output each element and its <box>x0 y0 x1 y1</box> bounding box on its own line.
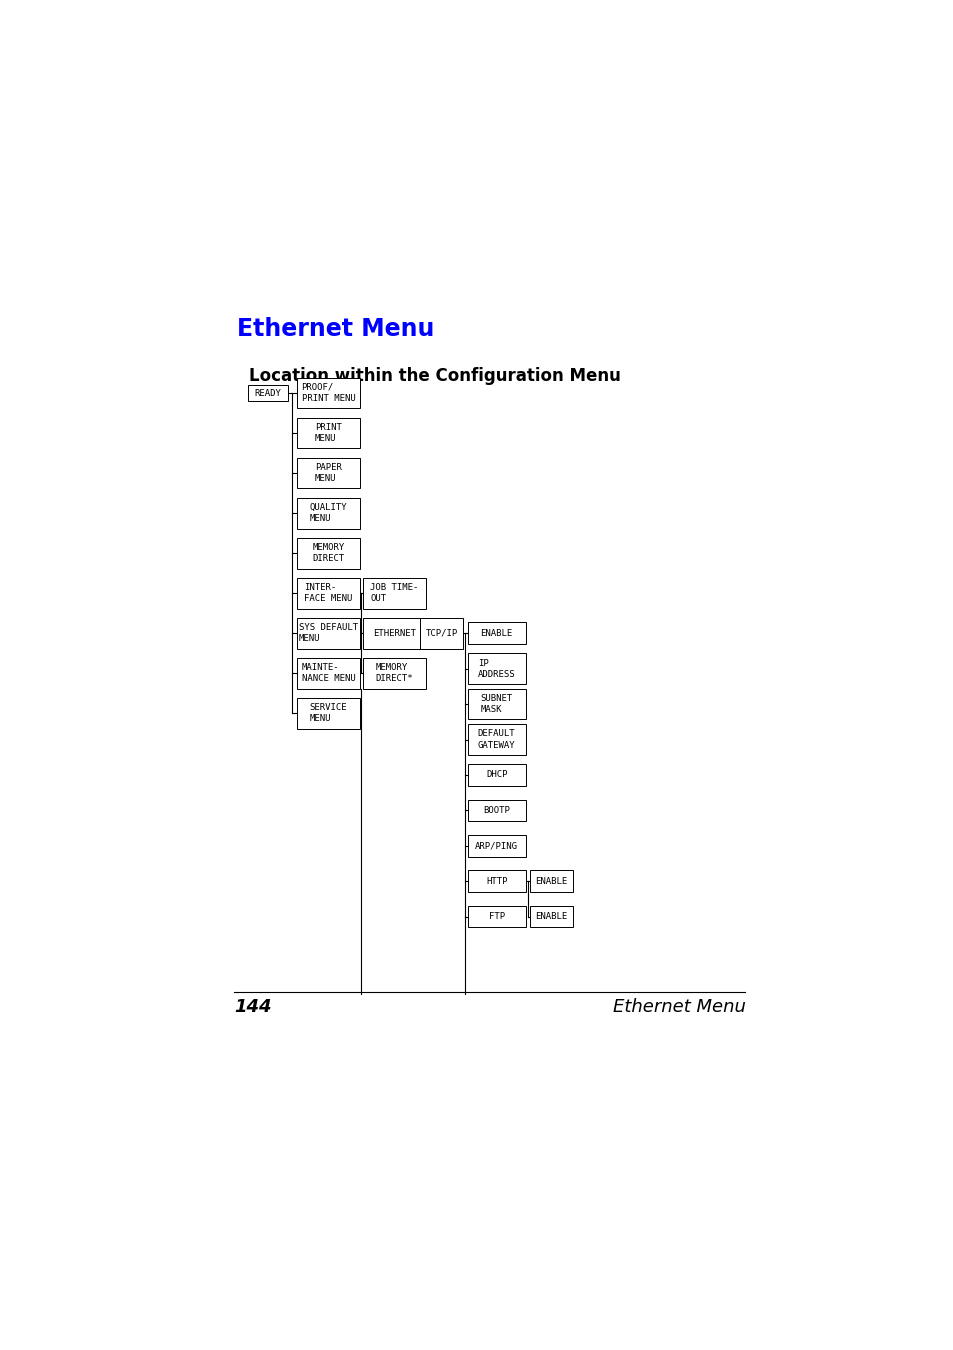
FancyBboxPatch shape <box>296 578 360 609</box>
FancyBboxPatch shape <box>467 622 525 644</box>
FancyBboxPatch shape <box>467 799 525 821</box>
FancyBboxPatch shape <box>362 657 426 688</box>
Text: 144: 144 <box>233 998 272 1017</box>
FancyBboxPatch shape <box>467 871 525 892</box>
FancyBboxPatch shape <box>467 688 525 720</box>
Text: BOOTP: BOOTP <box>483 806 510 815</box>
Text: ETHERNET: ETHERNET <box>373 629 416 637</box>
FancyBboxPatch shape <box>420 618 462 648</box>
Text: MEMORY
DIRECT: MEMORY DIRECT <box>312 543 344 563</box>
Text: SERVICE
MENU: SERVICE MENU <box>310 703 347 724</box>
Text: PRINT
MENU: PRINT MENU <box>314 423 341 443</box>
FancyBboxPatch shape <box>296 498 360 528</box>
FancyBboxPatch shape <box>467 836 525 856</box>
FancyBboxPatch shape <box>296 378 360 409</box>
Text: ENABLE: ENABLE <box>535 876 567 886</box>
Text: Location within the Configuration Menu: Location within the Configuration Menu <box>249 367 620 385</box>
Text: DEFAULT
GATEWAY: DEFAULT GATEWAY <box>477 729 515 749</box>
FancyBboxPatch shape <box>296 417 360 448</box>
Text: MEMORY
DIRECT*: MEMORY DIRECT* <box>375 663 413 683</box>
Text: MAINTE-
NANCE MENU: MAINTE- NANCE MENU <box>301 663 355 683</box>
FancyBboxPatch shape <box>467 724 525 755</box>
FancyBboxPatch shape <box>296 537 360 568</box>
Text: FTP: FTP <box>488 913 504 921</box>
FancyBboxPatch shape <box>296 618 360 648</box>
Text: TCP/IP: TCP/IP <box>425 629 457 637</box>
Text: IP
ADDRESS: IP ADDRESS <box>477 659 515 679</box>
Text: ARP/PING: ARP/PING <box>475 841 517 850</box>
FancyBboxPatch shape <box>530 871 573 892</box>
Text: Ethernet Menu: Ethernet Menu <box>612 998 744 1017</box>
Text: JOB TIME-
OUT: JOB TIME- OUT <box>370 583 418 603</box>
FancyBboxPatch shape <box>530 906 573 927</box>
Text: PROOF/
PRINT MENU: PROOF/ PRINT MENU <box>301 383 355 404</box>
Text: READY: READY <box>254 389 281 397</box>
Text: HTTP: HTTP <box>485 876 507 886</box>
FancyBboxPatch shape <box>248 385 288 401</box>
Text: Ethernet Menu: Ethernet Menu <box>236 317 434 340</box>
Text: QUALITY
MENU: QUALITY MENU <box>310 504 347 524</box>
FancyBboxPatch shape <box>296 698 360 729</box>
FancyBboxPatch shape <box>362 618 426 648</box>
Text: PAPER
MENU: PAPER MENU <box>314 463 341 483</box>
FancyBboxPatch shape <box>467 764 525 786</box>
Text: DHCP: DHCP <box>485 771 507 779</box>
Text: ENABLE: ENABLE <box>480 629 513 637</box>
FancyBboxPatch shape <box>296 657 360 688</box>
Text: ENABLE: ENABLE <box>535 913 567 921</box>
FancyBboxPatch shape <box>467 653 525 684</box>
Text: SYS DEFAULT
MENU: SYS DEFAULT MENU <box>298 624 357 644</box>
FancyBboxPatch shape <box>362 578 426 609</box>
Text: SUBNET
MASK: SUBNET MASK <box>480 694 513 714</box>
FancyBboxPatch shape <box>296 458 360 489</box>
Text: INTER-
FACE MENU: INTER- FACE MENU <box>304 583 353 603</box>
FancyBboxPatch shape <box>467 906 525 927</box>
